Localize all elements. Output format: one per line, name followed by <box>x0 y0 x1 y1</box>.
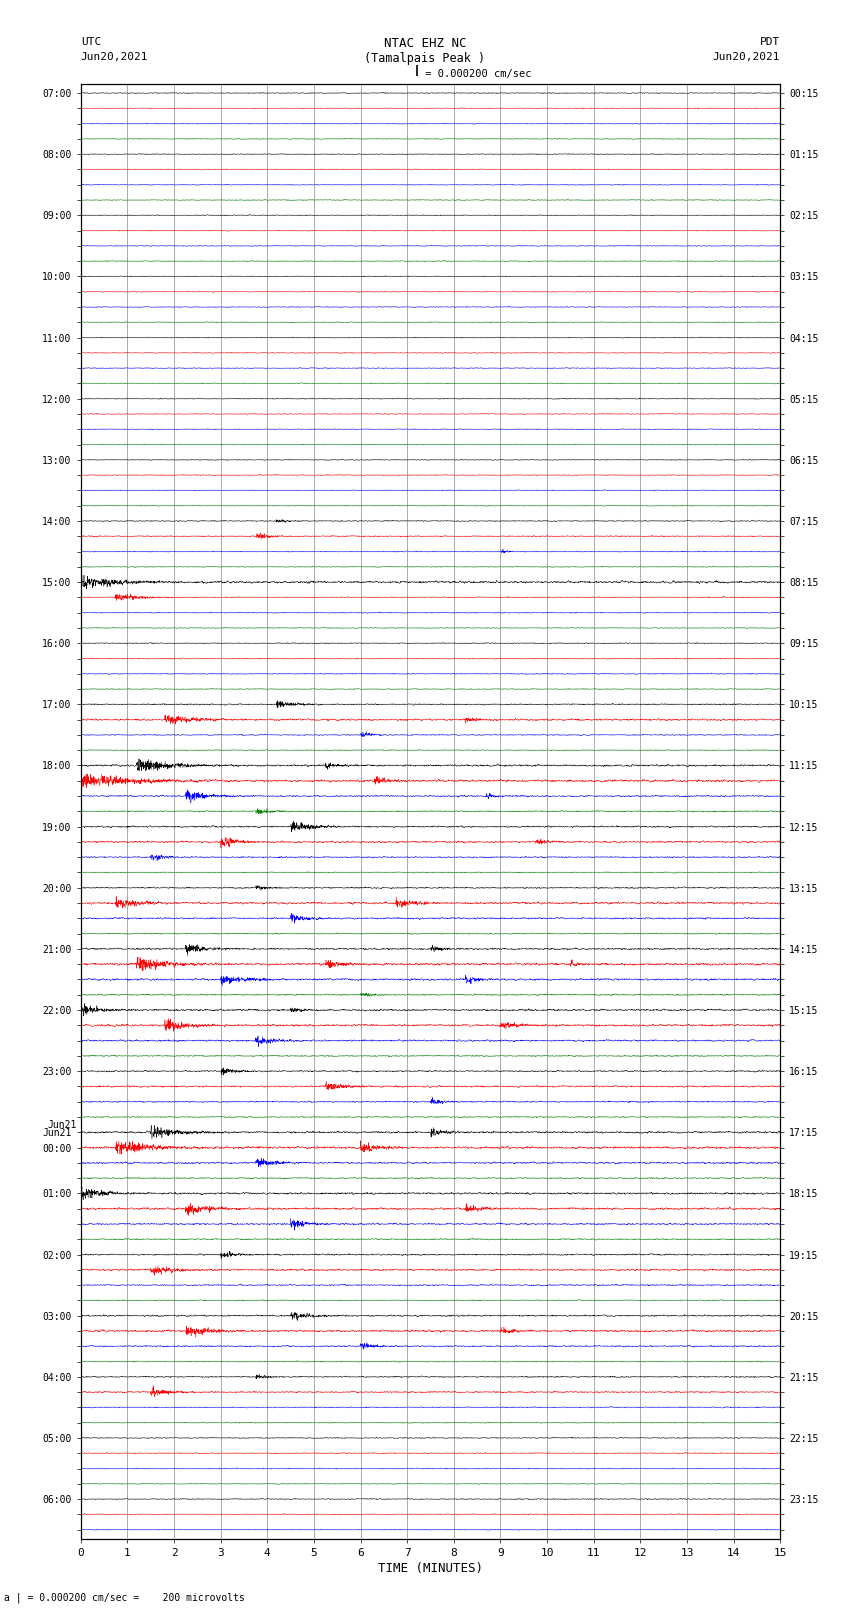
Text: PDT: PDT <box>760 37 780 47</box>
Text: UTC: UTC <box>81 37 101 47</box>
Text: Jun20,2021: Jun20,2021 <box>81 52 148 61</box>
Text: = 0.000200 cm/sec: = 0.000200 cm/sec <box>419 69 531 79</box>
X-axis label: TIME (MINUTES): TIME (MINUTES) <box>378 1561 483 1574</box>
Text: NTAC EHZ NC: NTAC EHZ NC <box>383 37 467 50</box>
Text: Jun20,2021: Jun20,2021 <box>713 52 780 61</box>
Text: a | = 0.000200 cm/sec =    200 microvolts: a | = 0.000200 cm/sec = 200 microvolts <box>4 1592 245 1603</box>
Text: (Tamalpais Peak ): (Tamalpais Peak ) <box>365 52 485 65</box>
Text: Jun21: Jun21 <box>48 1119 76 1129</box>
